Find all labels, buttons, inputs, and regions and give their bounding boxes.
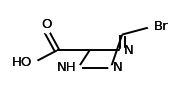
- Text: N: N: [113, 61, 122, 74]
- Text: N: N: [124, 44, 134, 57]
- Circle shape: [148, 24, 159, 30]
- Circle shape: [109, 66, 116, 70]
- Text: NH: NH: [57, 61, 76, 74]
- Text: NH: NH: [57, 61, 76, 74]
- Text: N: N: [124, 44, 134, 57]
- Text: N: N: [113, 61, 122, 74]
- Circle shape: [28, 60, 38, 65]
- Text: O: O: [42, 18, 52, 31]
- Text: HO: HO: [12, 56, 33, 69]
- Circle shape: [44, 29, 50, 33]
- Text: O: O: [42, 18, 52, 31]
- Text: Br: Br: [154, 20, 168, 33]
- Text: HO: HO: [12, 56, 33, 69]
- Circle shape: [72, 65, 81, 71]
- Circle shape: [120, 48, 127, 52]
- Text: Br: Br: [154, 20, 168, 33]
